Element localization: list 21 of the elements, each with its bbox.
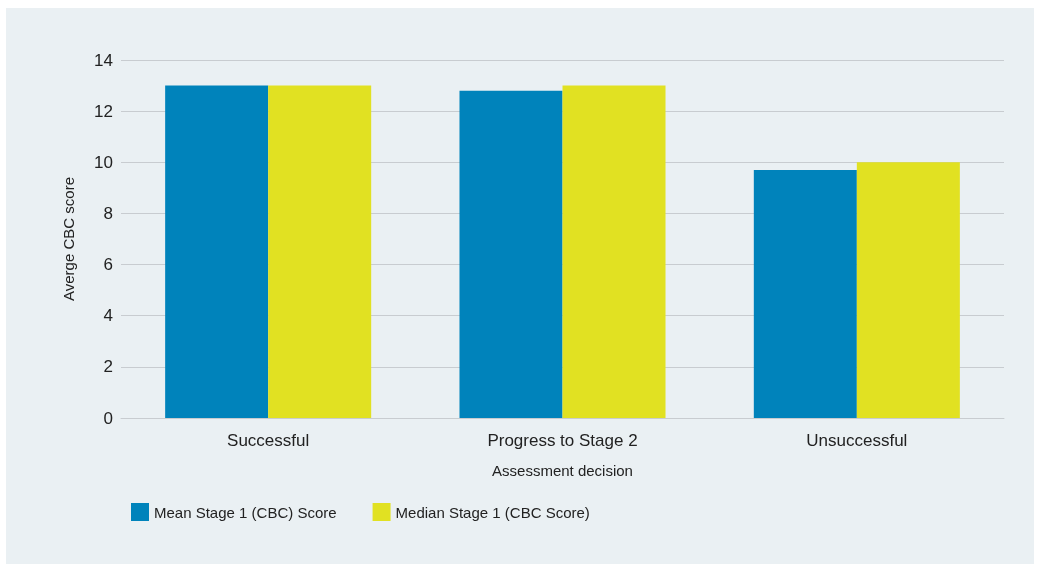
bar (268, 85, 372, 418)
bar (165, 85, 269, 418)
y-tick-label: 4 (103, 306, 113, 326)
x-tick-label: Unsuccessful (806, 431, 908, 450)
x-axis-title: Assessment decision (492, 462, 633, 479)
y-axis-title: Averge CBC score (60, 177, 77, 301)
y-tick-label: 10 (94, 152, 113, 172)
y-tick-label: 2 (103, 357, 113, 377)
y-tick-label: 6 (103, 255, 113, 275)
y-tick-label: 12 (94, 101, 113, 121)
bar (562, 85, 666, 418)
bar (753, 169, 857, 418)
bar (459, 90, 563, 418)
y-tick-label: 14 (94, 50, 113, 70)
x-tick-label: Progress to Stage 2 (487, 431, 638, 450)
y-tick-label: 8 (103, 203, 113, 223)
legend-label: Median Stage 1 (CBC Score) (395, 503, 590, 521)
legend-label: Mean Stage 1 (CBC) Score (154, 503, 337, 521)
y-tick-label: 0 (103, 408, 113, 428)
bar (856, 162, 960, 418)
x-tick-label: Successful (227, 431, 310, 450)
